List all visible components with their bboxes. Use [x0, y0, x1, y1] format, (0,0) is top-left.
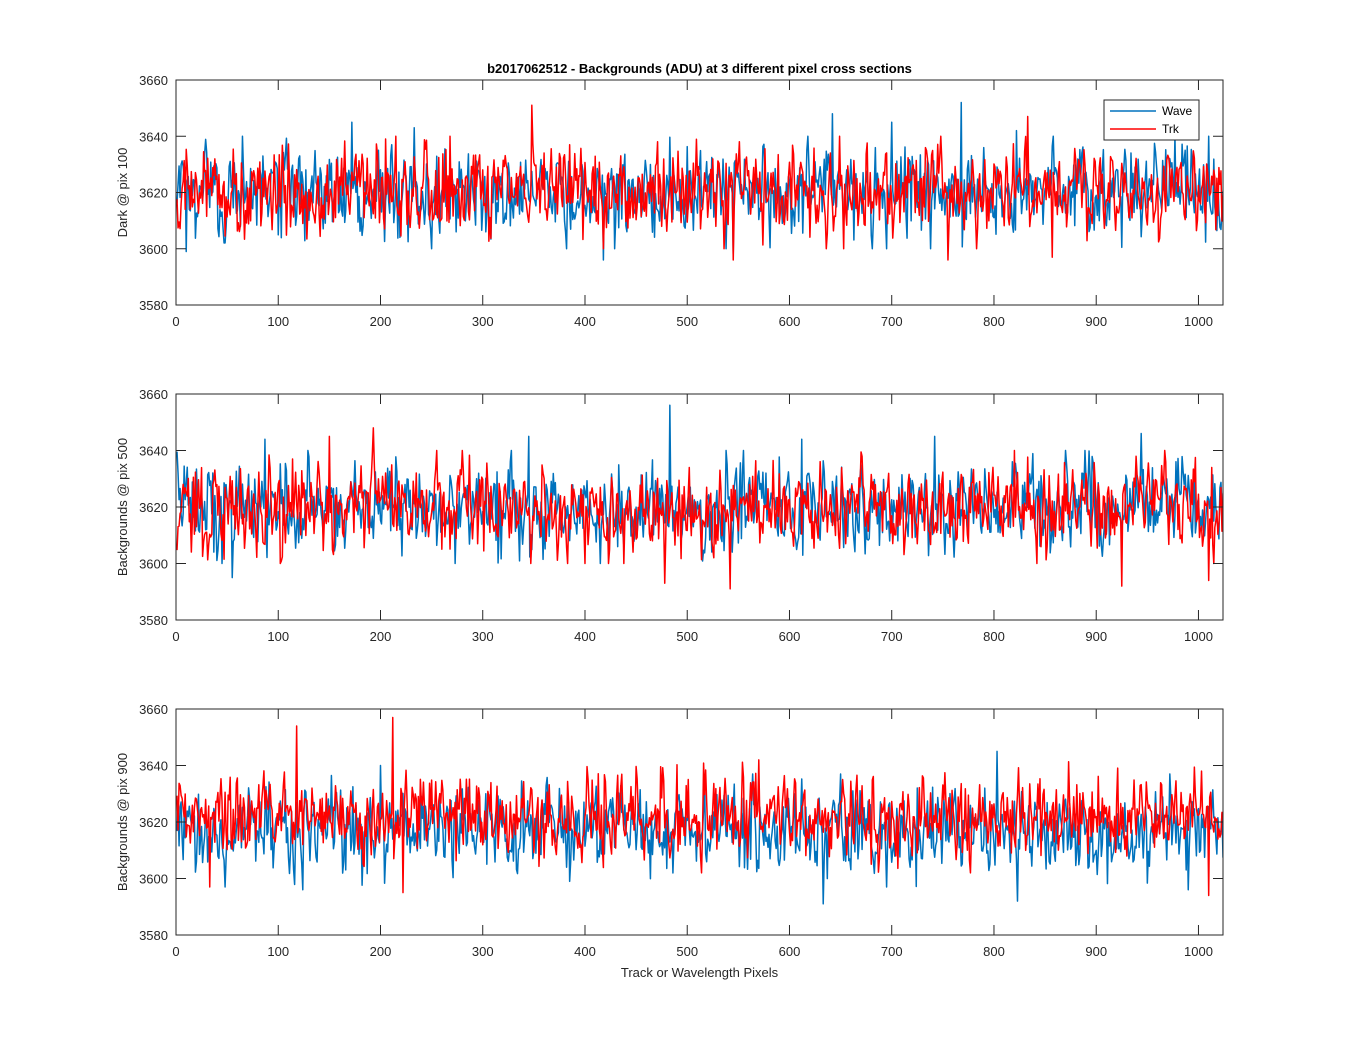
x-tick-label: 900	[1085, 629, 1107, 644]
y-tick-label: 3640	[139, 444, 168, 459]
x-tick-label: 600	[779, 314, 801, 329]
x-tick-label: 200	[370, 629, 392, 644]
x-tick-label: 0	[172, 629, 179, 644]
y-tick-label: 3660	[139, 702, 168, 717]
y-tick-label: 3600	[139, 242, 168, 257]
x-tick-label: 0	[172, 314, 179, 329]
x-tick-label: 100	[267, 314, 289, 329]
x-tick-label: 200	[370, 944, 392, 959]
x-tick-label: 500	[676, 314, 698, 329]
subplot-1: 0 100 200 300 400 500 600 700 800 900 1000 3580 3600…	[115, 61, 1224, 329]
y-axis-label: Dark @ pix 100	[115, 148, 130, 238]
y-tick-label: 3580	[139, 928, 168, 943]
y-tick-label: 3640	[139, 759, 168, 774]
x-tick-label: 300	[472, 629, 494, 644]
y-tick-label: 3640	[139, 129, 168, 144]
y-tick-label: 3600	[139, 872, 168, 887]
subplot-2: 0 100 200 300 400 500 600 700 800 900 1000 3580 3600…	[115, 387, 1224, 644]
series-lines	[176, 404, 1223, 590]
y-tick-label: 3620	[139, 815, 168, 830]
x-tick-label: 500	[676, 629, 698, 644]
x-tick-label: 400	[574, 629, 596, 644]
series-line-trk	[176, 104, 1223, 261]
x-tick-label: 800	[983, 314, 1005, 329]
x-tick-label: 1000	[1184, 944, 1213, 959]
series-lines	[176, 716, 1223, 905]
x-tick-label: 700	[881, 314, 903, 329]
x-tick-label: 500	[676, 944, 698, 959]
x-tick-label: 300	[472, 944, 494, 959]
series-lines	[176, 101, 1223, 261]
subplots: 0 100 200 300 400 500 600 700 800 900 100035803600…	[115, 61, 1224, 980]
legend: Wave Trk	[1103, 99, 1200, 141]
legend-label-wave: Wave	[1162, 104, 1193, 118]
x-tick-label: 800	[983, 944, 1005, 959]
x-axis-label: Track or Wavelength Pixels	[621, 965, 779, 980]
x-tick-label: 0	[172, 944, 179, 959]
x-tick-label: 900	[1085, 944, 1107, 959]
y-tick-label: 3660	[139, 387, 168, 402]
y-axis-label: Backgrounds @ pix 900	[115, 753, 130, 891]
subplot-3: 0 100 200 300 400 500 600 700 800 900 1000 3580 3600…	[115, 702, 1224, 980]
y-tick-label: 3620	[139, 186, 168, 201]
x-tick-label: 300	[472, 314, 494, 329]
x-tick-label: 400	[574, 314, 596, 329]
x-tick-label: 600	[779, 629, 801, 644]
x-tick-label: 200	[370, 314, 392, 329]
y-tick-label: 3580	[139, 298, 168, 313]
x-tick-label: 900	[1085, 314, 1107, 329]
y-tick-label: 3580	[139, 613, 168, 628]
chart-title: b2017062512 - Backgrounds (ADU) at 3 dif…	[487, 61, 912, 76]
y-axis-label: Backgrounds @ pix 500	[115, 438, 130, 576]
x-tick-label: 800	[983, 629, 1005, 644]
x-tick-label: 1000	[1184, 314, 1213, 329]
x-tick-label: 600	[779, 944, 801, 959]
y-tick-label: 3600	[139, 557, 168, 572]
legend-label-trk: Trk	[1162, 122, 1180, 136]
legend-box	[1103, 99, 1200, 141]
x-tick-label: 1000	[1184, 629, 1213, 644]
series-line-trk	[176, 427, 1223, 590]
x-tick-label: 100	[267, 944, 289, 959]
y-tick-label: 3620	[139, 500, 168, 515]
x-tick-label: 700	[881, 944, 903, 959]
x-tick-label: 700	[881, 629, 903, 644]
y-tick-label: 3660	[139, 73, 168, 88]
x-tick-label: 400	[574, 944, 596, 959]
series-line-trk	[176, 716, 1223, 897]
x-tick-label: 100	[267, 629, 289, 644]
